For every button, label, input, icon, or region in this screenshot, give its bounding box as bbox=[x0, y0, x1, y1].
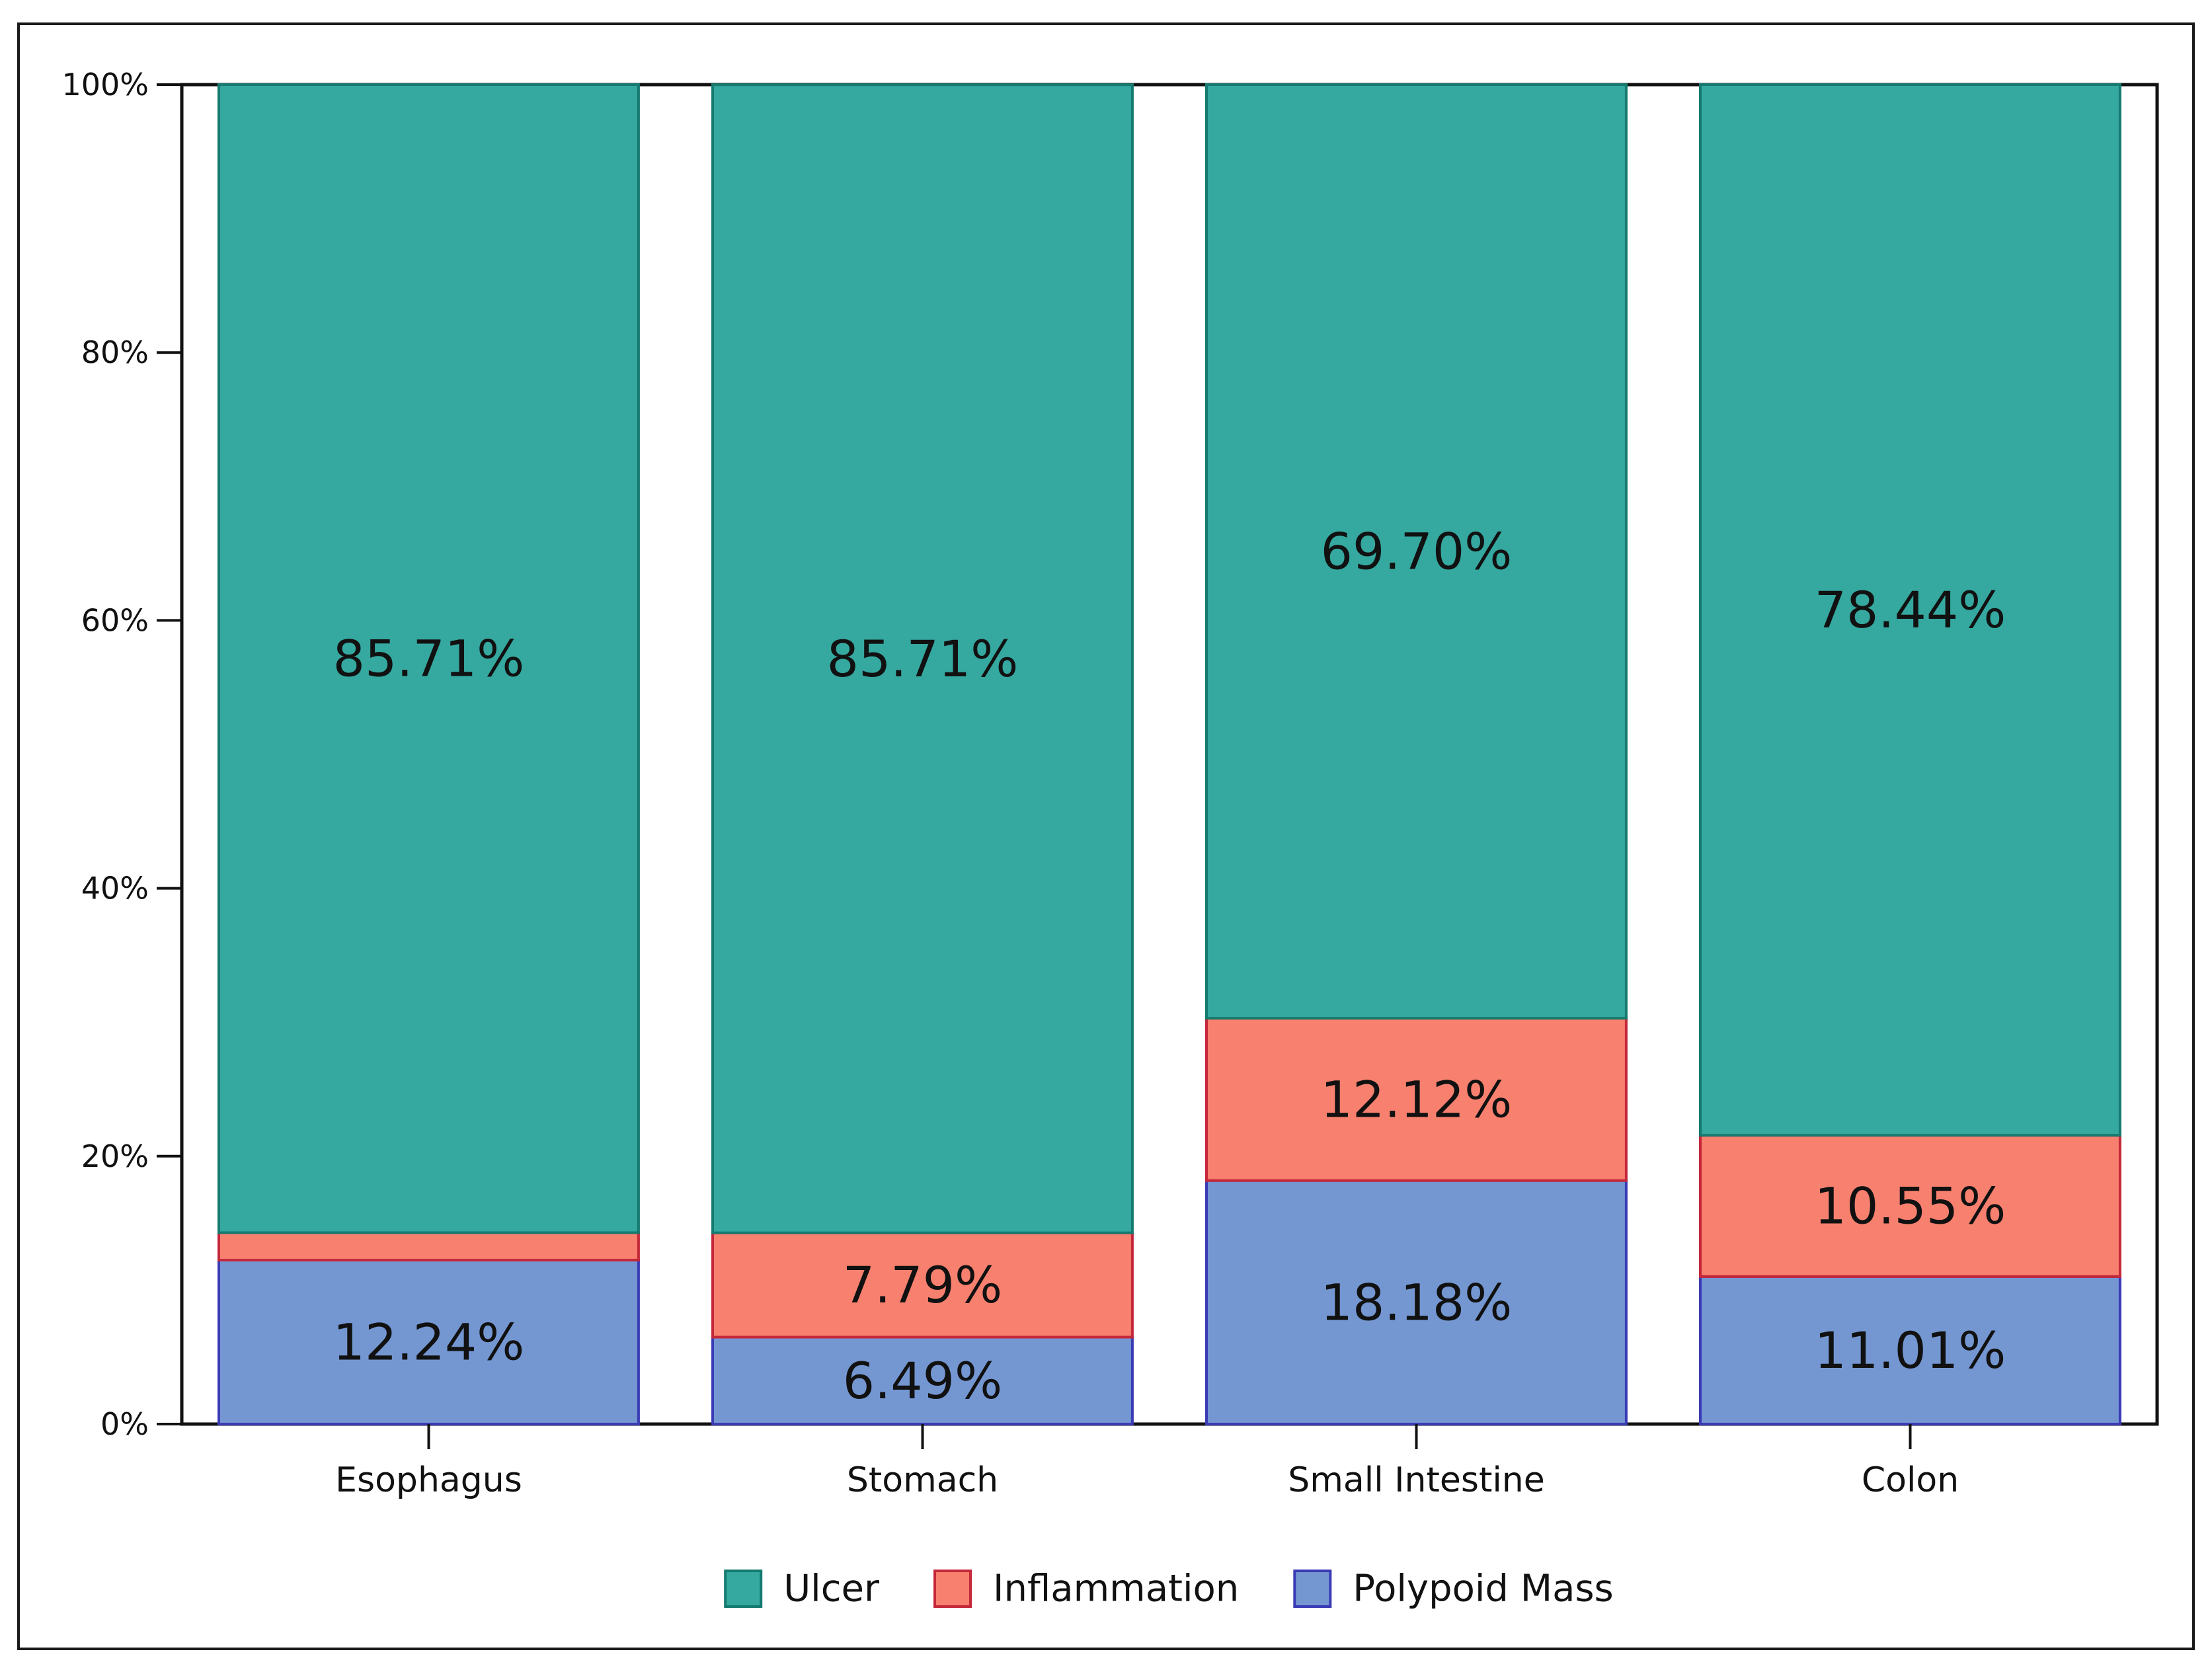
y-tick-label: 0% bbox=[100, 1406, 149, 1442]
x-axis: Esophagus Stomach Small Intestine Colon bbox=[335, 1424, 1959, 1500]
data-label: 12.24% bbox=[333, 1313, 525, 1372]
bar-ulcer-stomach bbox=[711, 83, 1134, 1234]
legend-swatch-ulcer bbox=[724, 1570, 763, 1608]
bar-inflammation-small-intestine bbox=[1205, 1017, 1628, 1182]
legend: Ulcer Inflammation Polypoid Mass bbox=[724, 1568, 1614, 1611]
y-tick-label: 60% bbox=[81, 602, 149, 638]
x-tick-label: Colon bbox=[1862, 1460, 1959, 1500]
legend-label-ulcer: Ulcer bbox=[783, 1568, 880, 1611]
bar-ulcer-esophagus bbox=[217, 83, 640, 1234]
data-label: 6.49% bbox=[843, 1351, 1002, 1410]
data-label: 85.71% bbox=[333, 629, 525, 688]
legend-label-inflammation: Inflammation bbox=[993, 1568, 1239, 1611]
bar-inflammation-esophagus bbox=[217, 1231, 640, 1261]
bar-ulcer-small-intestine bbox=[1205, 83, 1628, 1020]
bar-inflammation-stomach bbox=[711, 1231, 1134, 1339]
legend-swatch-inflammation bbox=[933, 1570, 972, 1608]
y-tick-label: 80% bbox=[81, 335, 149, 370]
bar-polypoid-mass-esophagus bbox=[217, 1259, 640, 1425]
data-label: 85.71% bbox=[827, 629, 1019, 688]
y-tick-label: 40% bbox=[81, 871, 149, 906]
data-label: 11.01% bbox=[1815, 1321, 2006, 1380]
data-label: 69.70% bbox=[1321, 522, 1513, 581]
bar-ulcer-colon bbox=[1699, 83, 2121, 1137]
data-labels-group: 12.24% 85.71% 6.49% 7.79% 85.71% 18.18% 12.12%… bbox=[333, 522, 2006, 1410]
x-tick-label: Small Intestine bbox=[1288, 1460, 1545, 1500]
data-label: 12.12% bbox=[1321, 1070, 1513, 1129]
data-label: 10.55% bbox=[1815, 1177, 2006, 1236]
y-tick-label: 20% bbox=[81, 1138, 149, 1174]
data-label: 18.18% bbox=[1321, 1273, 1513, 1332]
legend-label-polypoid-mass: Polypoid Mass bbox=[1353, 1568, 1613, 1611]
data-label: 7.79% bbox=[843, 1255, 1002, 1314]
bar-polypoid-mass-colon bbox=[1699, 1275, 2121, 1426]
bars-group bbox=[217, 83, 2121, 1426]
x-tick-label: Stomach bbox=[847, 1460, 998, 1500]
y-axis: 0% 20% 40% 60% 80% 100% bbox=[61, 67, 182, 1442]
y-tick-label: 100% bbox=[61, 67, 149, 102]
data-label: 78.44% bbox=[1815, 580, 2006, 639]
x-tick-label: Esophagus bbox=[335, 1460, 522, 1500]
figure-frame bbox=[17, 22, 2195, 1650]
bar-polypoid-mass-small-intestine bbox=[1205, 1179, 1628, 1425]
bar-inflammation-colon bbox=[1699, 1134, 2121, 1278]
legend-swatch-polypoid-mass bbox=[1293, 1570, 1332, 1608]
